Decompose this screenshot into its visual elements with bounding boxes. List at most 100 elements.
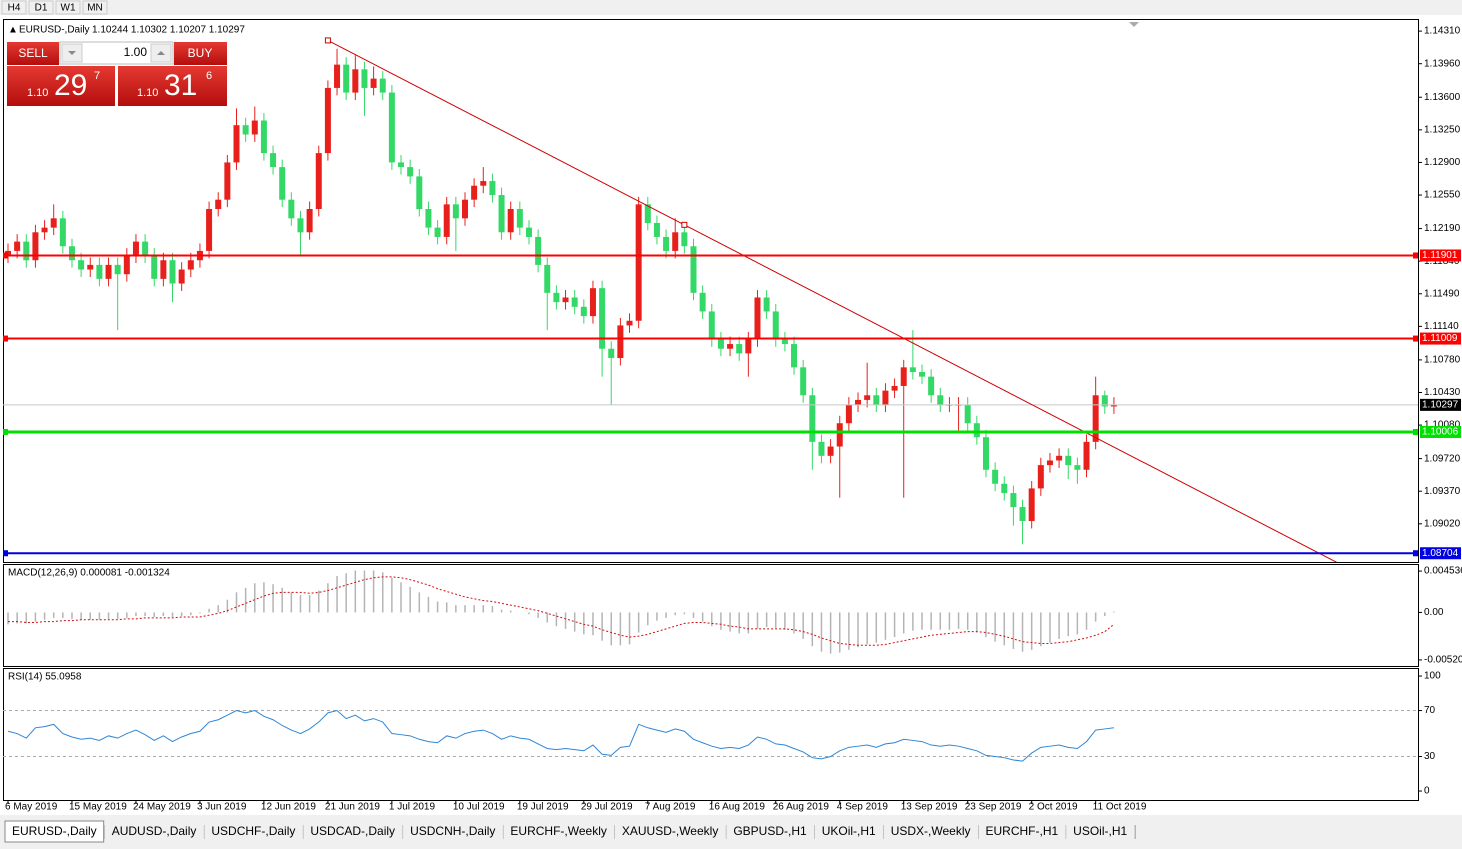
candle-body <box>1101 395 1108 407</box>
sell-label[interactable]: SELL <box>18 46 48 60</box>
period-button[interactable] <box>1 0 27 15</box>
tab-label[interactable]: EURCHF-,Weekly <box>510 824 606 838</box>
candle-body <box>260 120 267 154</box>
y-tick-label: 1.11490 <box>1424 288 1460 299</box>
ask-box[interactable] <box>118 66 227 106</box>
x-tick-label: 2 Oct 2019 <box>1029 802 1078 813</box>
candle-body <box>297 218 304 233</box>
tab[interactable] <box>403 823 503 841</box>
tab[interactable] <box>303 823 403 841</box>
tab-label[interactable]: USDCHF-,Daily <box>211 824 295 838</box>
candle-body <box>928 376 935 396</box>
candle-body <box>498 195 505 233</box>
candle-body <box>681 232 688 247</box>
tab[interactable] <box>503 823 614 841</box>
candle-body <box>809 395 816 442</box>
tab[interactable] <box>614 823 726 841</box>
tab[interactable] <box>204 823 303 841</box>
tab-label[interactable]: USDX-,Weekly <box>891 824 971 838</box>
candle-body <box>425 209 432 228</box>
candle-body <box>251 120 258 135</box>
y-tick-label: 1.12900 <box>1424 157 1461 168</box>
level-label: 1.11901 <box>1422 250 1458 261</box>
candle-body <box>480 181 487 186</box>
tab-label[interactable]: USDCNH-,Daily <box>410 824 495 838</box>
candle-body <box>599 288 606 349</box>
y-tick-label: 1.14310 <box>1424 26 1461 37</box>
tab[interactable] <box>104 823 204 841</box>
candle-body <box>781 339 788 345</box>
tab[interactable] <box>726 823 814 841</box>
tab-label[interactable]: EURCHF-,H1 <box>986 824 1059 838</box>
x-tick-label: 23 Sep 2019 <box>965 802 1022 813</box>
x-tick-label: 16 Aug 2019 <box>709 802 766 813</box>
tab[interactable] <box>1066 823 1135 841</box>
tab[interactable] <box>814 823 883 841</box>
candle-body <box>1056 455 1063 461</box>
x-tick-label: 13 Sep 2019 <box>901 802 958 813</box>
y-tick-label: 0 <box>1424 786 1430 797</box>
candle-body <box>708 311 715 340</box>
y-tick-label: 1.11140 <box>1424 321 1459 332</box>
x-tick-label: 29 Jul 2019 <box>581 802 633 813</box>
tab[interactable] <box>883 823 978 841</box>
candle-body <box>763 297 770 312</box>
candle-body <box>845 404 852 424</box>
volume-value[interactable]: 1.00 <box>124 45 148 59</box>
candle-body <box>187 260 194 270</box>
period-button[interactable] <box>28 0 54 15</box>
period-label[interactable]: D1 <box>35 3 48 14</box>
main-panel <box>3 19 1419 563</box>
period-label[interactable]: W1 <box>61 3 76 14</box>
candle-body <box>1110 404 1117 407</box>
bid-box[interactable] <box>7 66 115 106</box>
period-label[interactable]: H4 <box>8 3 21 14</box>
y-tick-label: 1.12190 <box>1424 223 1461 234</box>
period-button[interactable] <box>82 0 108 15</box>
tab-label[interactable]: UKOil-,H1 <box>822 824 876 838</box>
candle-body <box>105 264 112 279</box>
tab-label[interactable]: XAUUSD-,Weekly <box>622 824 718 838</box>
candle-body <box>462 199 468 219</box>
tab[interactable] <box>4 820 105 843</box>
candle-body <box>937 395 944 405</box>
x-tick-label: 6 May 2019 <box>5 802 58 813</box>
tab-label[interactable]: GBPUSD-,H1 <box>733 824 807 838</box>
signal-line <box>8 576 1115 646</box>
candle-body <box>215 199 222 210</box>
tab-label[interactable]: USOil-,H1 <box>1073 824 1127 838</box>
candle-body <box>41 227 48 233</box>
candle-body <box>343 64 350 93</box>
candle-body <box>114 264 121 275</box>
tab-label[interactable]: USDCAD-,Daily <box>310 824 395 838</box>
candle-body <box>873 395 880 405</box>
candle-body <box>982 437 989 470</box>
candle-body <box>544 264 551 293</box>
tab-label[interactable]: EURUSD-,Daily <box>12 824 97 838</box>
period-label[interactable]: MN <box>87 3 103 14</box>
candle-body <box>535 236 542 265</box>
candle-body <box>288 199 295 219</box>
period-button[interactable] <box>55 0 81 15</box>
buy-button[interactable] <box>174 42 227 65</box>
y-tick-label: 1.10780 <box>1424 355 1461 366</box>
tab-label[interactable]: AUDUSD-,Daily <box>112 824 197 838</box>
candle-body <box>800 367 807 396</box>
candle-body <box>379 78 386 93</box>
sell-button[interactable] <box>7 42 59 65</box>
x-tick-label: 4 Sep 2019 <box>837 802 889 813</box>
x-tick-label: 21 Jun 2019 <box>325 802 380 813</box>
y-tick-label: 1.10430 <box>1424 387 1461 398</box>
tab[interactable] <box>978 823 1066 841</box>
buy-label[interactable]: BUY <box>188 46 213 60</box>
trendline-anchor <box>324 37 331 44</box>
ask-pips: 31 <box>164 69 197 102</box>
candle-body <box>608 348 615 359</box>
x-tick-label: 12 Jun 2019 <box>261 802 316 813</box>
candle-body <box>909 367 916 372</box>
volume-input[interactable] <box>59 41 174 65</box>
candle-body <box>727 344 734 349</box>
level-handle <box>1413 335 1418 342</box>
ask-prefix: 1.10 <box>137 87 158 99</box>
